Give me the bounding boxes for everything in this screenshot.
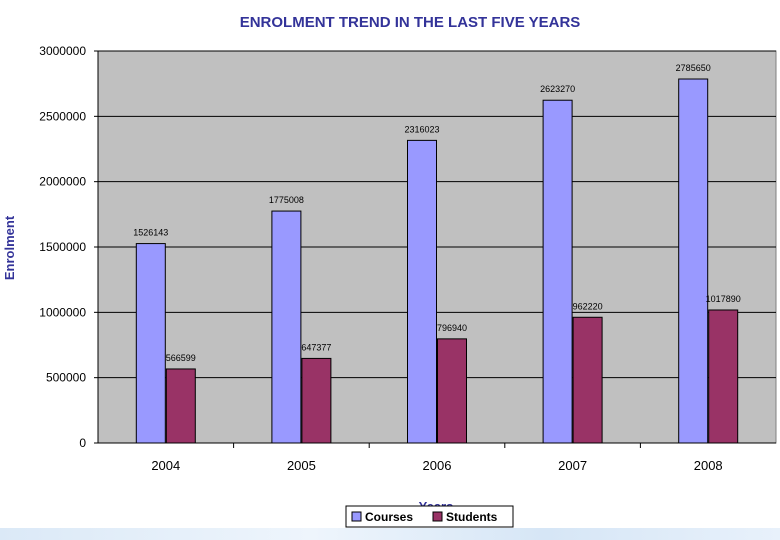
legend-box bbox=[345, 505, 514, 528]
bar-students-2004 bbox=[165, 368, 196, 444]
y-tick-label: 3000000 bbox=[39, 44, 86, 58]
legend-label-students: Students bbox=[446, 510, 498, 524]
data-label: 2785650 bbox=[676, 63, 711, 73]
bar-students-2008 bbox=[708, 309, 739, 444]
bar-students-2005 bbox=[301, 357, 332, 444]
data-label: 2316023 bbox=[404, 124, 439, 134]
y-tick-label: 0 bbox=[79, 436, 86, 450]
x-tick-label: 2008 bbox=[694, 458, 723, 473]
bar-courses-2006 bbox=[407, 139, 437, 444]
y-tick-label: 500000 bbox=[46, 371, 86, 385]
bar-students-2007 bbox=[572, 316, 603, 444]
x-tick-label: 2007 bbox=[558, 458, 587, 473]
data-label: 647377 bbox=[301, 342, 331, 352]
bar-courses-2004 bbox=[135, 243, 166, 444]
data-label: 566599 bbox=[166, 353, 196, 363]
legend-swatch-students bbox=[432, 511, 443, 522]
legend: Courses Students bbox=[345, 505, 514, 528]
data-label: 1017890 bbox=[706, 294, 741, 304]
y-tick-label: 2500000 bbox=[39, 109, 86, 123]
y-tick-label: 1000000 bbox=[39, 305, 86, 319]
bar-courses-2008 bbox=[678, 78, 709, 444]
y-tick-label: 1500000 bbox=[39, 240, 86, 254]
data-label: 962220 bbox=[573, 301, 603, 311]
x-tick-label: 2004 bbox=[151, 458, 180, 473]
bar-courses-2007 bbox=[542, 99, 573, 444]
x-tick-label: 2006 bbox=[423, 458, 452, 473]
x-tick-label: 2005 bbox=[287, 458, 316, 473]
slide-background-band bbox=[0, 528, 780, 540]
y-axis-title: Enrolment bbox=[2, 215, 17, 280]
bar-courses-2005 bbox=[271, 210, 302, 444]
data-label: 796940 bbox=[437, 323, 467, 333]
y-tick-label: 2000000 bbox=[39, 175, 86, 189]
legend-label-courses: Courses bbox=[365, 510, 413, 524]
data-label: 1775008 bbox=[269, 195, 304, 205]
data-label: 1526143 bbox=[133, 228, 168, 238]
legend-swatch-courses bbox=[351, 511, 362, 522]
chart-title: ENROLMENT TREND IN THE LAST FIVE YEARS bbox=[240, 14, 581, 31]
bar-students-2006 bbox=[437, 338, 467, 444]
data-label: 2623270 bbox=[540, 84, 575, 94]
plot-area: 0 500000 1000000 1500000 2000000 2500000 30000… bbox=[39, 44, 777, 473]
